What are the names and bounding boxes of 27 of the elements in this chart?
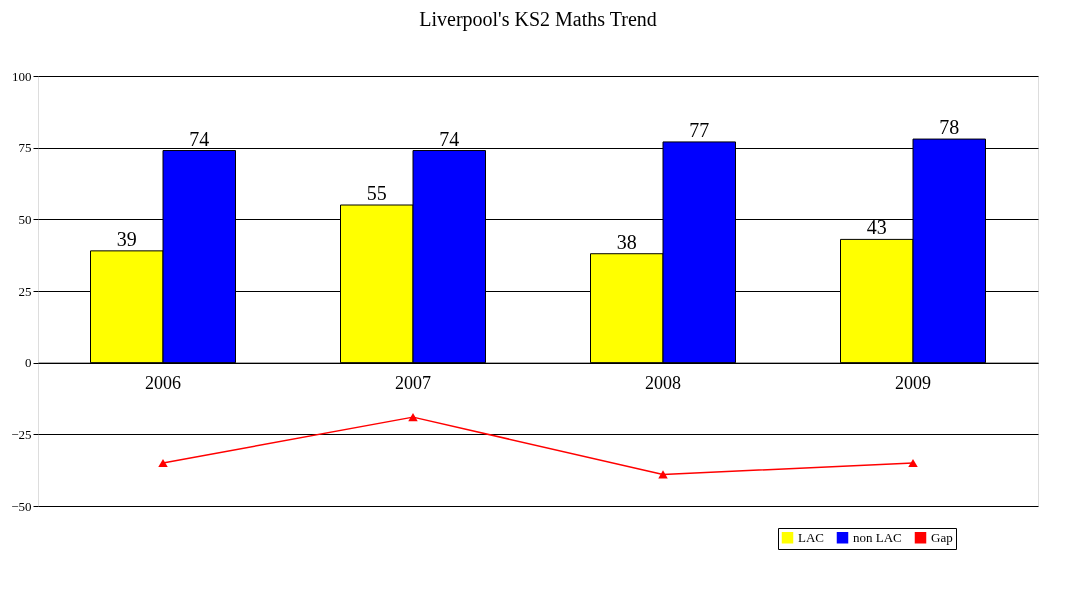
legend-label: Gap [931, 529, 953, 545]
data-label: 74 [439, 127, 460, 150]
point [408, 413, 418, 422]
y-tick-label: 25 [18, 283, 32, 299]
data-label: 55 [366, 182, 387, 204]
chart-title: Liverpool's KS2 Maths Trend [419, 8, 657, 31]
data-label: 39 [116, 227, 137, 250]
y-tick-label: 100 [12, 68, 32, 84]
x-tick-label: 2007 [395, 373, 431, 394]
point [908, 458, 918, 468]
y-tick-label: −25 [11, 426, 32, 442]
point [658, 470, 668, 479]
data-label: 74 [189, 127, 210, 150]
y-tick-label: 75 [18, 140, 32, 156]
data-label: 43 [866, 216, 887, 239]
x-tick-label: 2009 [895, 373, 931, 394]
data-label: 38 [616, 230, 637, 253]
x-tick-label: 2006 [145, 373, 181, 394]
y-tick-label: −50 [11, 498, 32, 514]
data-label: 78 [939, 116, 960, 139]
point [158, 458, 168, 468]
x-tick-label: 2008 [645, 373, 681, 394]
y-tick-label: 0 [25, 355, 32, 371]
legend-label: LAC [798, 529, 824, 545]
data-label: 77 [689, 118, 710, 141]
legend-label: non LAC [853, 529, 902, 545]
y-tick-label: 50 [18, 211, 32, 227]
